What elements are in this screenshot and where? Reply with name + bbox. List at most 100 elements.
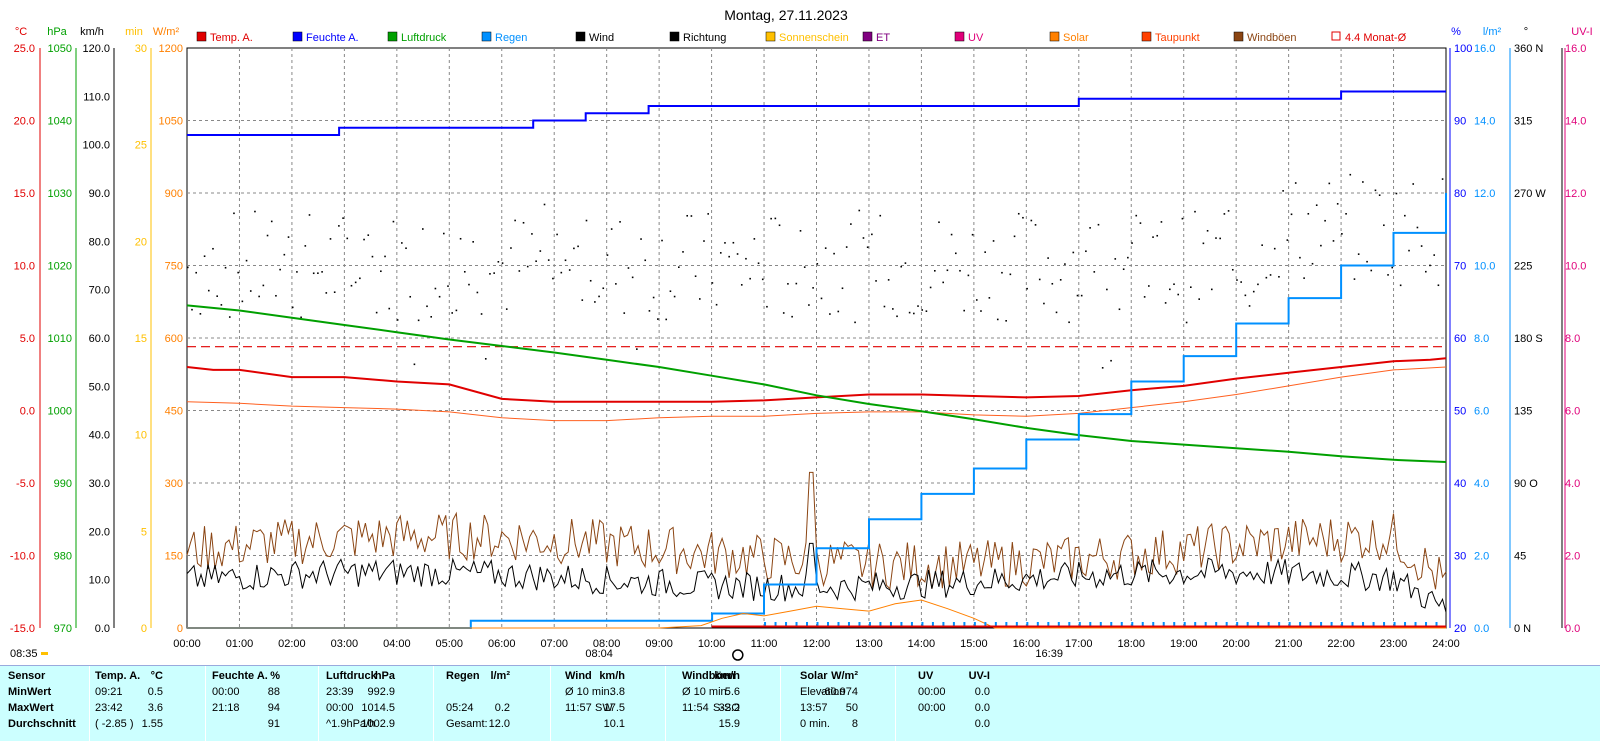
direction-point <box>808 304 810 306</box>
summary-cell: 0.5 <box>147 686 163 698</box>
rain-rate-mark <box>1078 622 1081 627</box>
direction-point <box>1139 222 1142 224</box>
rain-rate-mark <box>1036 622 1039 627</box>
direction-point <box>1441 178 1444 180</box>
pressure-tick: 970 <box>54 623 72 635</box>
sunshine-tick: 10 <box>135 430 147 442</box>
series-taupunkt <box>186 366 1447 422</box>
pressure-tick: 1030 <box>48 188 72 200</box>
direction-point <box>707 213 709 215</box>
direction-point <box>1210 288 1213 291</box>
x-tick-label: 21:00 <box>1275 638 1303 650</box>
sunshine-tick: 15 <box>135 333 147 345</box>
pressure-tick: 1020 <box>48 261 72 273</box>
direction-point <box>963 309 965 312</box>
direction-point <box>589 279 592 282</box>
direction-point <box>904 262 907 264</box>
sunshine-tick: 20 <box>135 236 147 248</box>
direction-point <box>413 363 416 366</box>
summary-cell: °C <box>150 670 163 682</box>
legend-swatch <box>575 31 586 42</box>
summary-cell: Gesamt: <box>446 718 488 730</box>
summary-cell: 3.8 <box>609 686 625 698</box>
direction-point <box>266 234 269 237</box>
rain-rate-mark <box>1309 622 1312 627</box>
direction-point <box>1143 296 1146 298</box>
direction-point <box>1357 253 1360 255</box>
direction-point <box>1261 244 1263 246</box>
legend-label: 4.4 Monat-Ø <box>1345 32 1407 44</box>
rain-rate-mark <box>795 622 798 627</box>
direction-point <box>1022 216 1024 219</box>
direction-point <box>325 292 328 294</box>
direction-point <box>497 260 500 263</box>
direction-point <box>984 251 986 253</box>
direction-point <box>1118 308 1121 311</box>
x-tick-label: 17:00 <box>1065 638 1093 650</box>
rain-rate-mark <box>1435 622 1438 627</box>
rain-tick: 0.0 <box>1474 623 1489 635</box>
direction-point <box>975 299 978 301</box>
rain-rate-mark <box>1089 622 1092 627</box>
legend-label: Feuchte A. <box>306 32 359 44</box>
direction-point <box>1156 234 1159 237</box>
direction-point <box>648 310 651 312</box>
direction-point <box>1408 249 1410 252</box>
rain-rate-mark <box>1351 622 1354 627</box>
summary-cell: % <box>270 670 280 682</box>
direction-point <box>753 238 756 240</box>
direction-point <box>1378 194 1381 196</box>
rain-rate-mark <box>1267 622 1270 627</box>
direction-point <box>1097 223 1100 226</box>
direction-point <box>1068 321 1070 324</box>
direction-point <box>199 313 202 315</box>
direction-point <box>1395 192 1398 195</box>
direction-point <box>627 267 630 269</box>
legend-swatch <box>1233 31 1244 42</box>
direction-point <box>1152 236 1154 238</box>
temp-tick: 0.0 <box>20 406 35 418</box>
direction-point <box>531 233 533 235</box>
direction-point <box>1219 237 1221 240</box>
direction-point <box>766 305 768 308</box>
direction-point <box>312 272 315 275</box>
summary-cell: UV-I <box>968 670 990 682</box>
pressure-tick: 980 <box>54 551 72 563</box>
summary-cell: -60.974 <box>820 686 858 698</box>
direction-point <box>1429 264 1431 267</box>
summary-cell: 1014.5 <box>361 702 395 714</box>
direction-point <box>1059 279 1062 281</box>
rain-rate-mark <box>847 622 850 627</box>
direction-point <box>262 284 265 287</box>
direction-point <box>1122 268 1125 271</box>
direction-point <box>287 236 290 238</box>
rain-rate-mark <box>816 622 819 627</box>
legend-label: Richtung <box>683 32 726 44</box>
direction-point <box>1190 286 1192 289</box>
x-tick-label: 03:00 <box>331 638 359 650</box>
summary-cell: 0.2 <box>494 702 510 714</box>
direction-tick: 135 <box>1514 406 1532 418</box>
rain-rate-mark <box>1341 622 1344 627</box>
summary-cell: 23:42 <box>95 702 123 714</box>
direction-point <box>1236 279 1238 281</box>
rain-rate-mark <box>1372 622 1375 627</box>
direction-point <box>380 270 382 273</box>
direction-point <box>1135 214 1138 217</box>
rain-rate-mark <box>1246 622 1249 627</box>
direction-tick: 0 N <box>1514 623 1531 635</box>
x-tick-label: 15:00 <box>960 638 988 650</box>
summary-cell: ( -2.85 ) <box>95 718 134 730</box>
summary-cell: ^1.9hPa/h <box>326 718 376 730</box>
direction-point <box>980 310 982 312</box>
direction-point <box>367 234 370 236</box>
pressure-tick: 990 <box>54 478 72 490</box>
direction-point <box>724 242 726 244</box>
sunshine-tick: 5 <box>141 526 147 538</box>
direction-point <box>539 250 542 252</box>
humidity-tick: 30 <box>1454 551 1466 563</box>
summary-cell: 32.2 <box>718 702 740 714</box>
direction-point <box>338 225 340 227</box>
rain-rate-mark <box>1299 622 1302 627</box>
rain-rate-mark <box>1404 622 1407 627</box>
